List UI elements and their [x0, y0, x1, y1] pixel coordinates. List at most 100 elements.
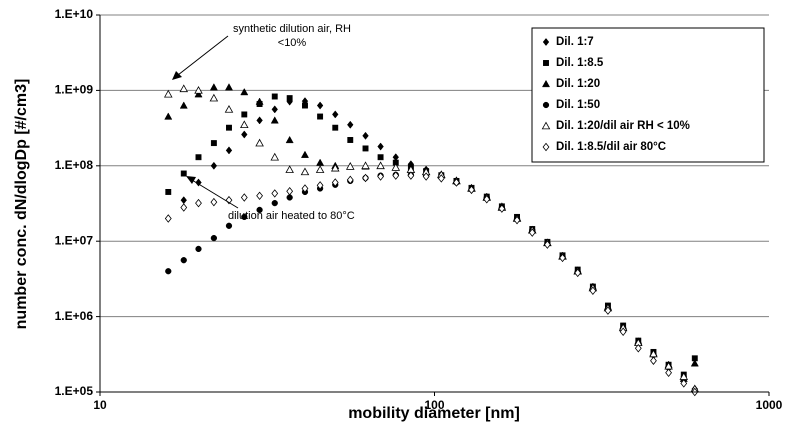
data-point — [271, 105, 278, 114]
data-point — [574, 268, 582, 278]
data-point — [315, 165, 325, 173]
data-point — [271, 93, 278, 100]
data-point — [332, 124, 339, 131]
y-tick-label: 1.E+10 — [55, 7, 94, 21]
legend-marker — [541, 79, 551, 88]
data-point — [300, 167, 310, 176]
data-point — [362, 173, 369, 183]
data-point — [255, 138, 264, 147]
data-point — [528, 228, 536, 237]
data-point — [665, 368, 672, 377]
data-point — [361, 161, 370, 170]
y-tick-label: 1.E+06 — [55, 309, 94, 323]
data-point — [634, 344, 642, 353]
data-point — [316, 101, 324, 110]
data-point — [255, 97, 264, 105]
data-point — [210, 140, 217, 147]
y-axis-title: number conc. dN/dlogDp [#/cm3] — [13, 79, 30, 330]
x-tick-label: 100 — [424, 398, 444, 412]
annotation-text: synthetic dilution air, RH — [233, 23, 351, 35]
data-point — [194, 90, 203, 98]
legend: Dil. 1:7 Dil. 1:8.5 Dil. 1:20 Dil. 1:50 Dil.… — [531, 27, 765, 163]
data-point — [437, 174, 445, 183]
data-point — [391, 163, 401, 171]
data-point — [286, 95, 293, 102]
data-point — [210, 161, 218, 170]
data-point — [330, 163, 340, 172]
data-point — [422, 172, 430, 181]
data-point — [392, 171, 400, 180]
data-point — [483, 195, 491, 204]
x-tick-label: 1000 — [756, 398, 783, 412]
data-point — [453, 178, 460, 187]
data-point — [226, 124, 232, 131]
data-point — [619, 327, 627, 336]
data-point — [285, 165, 294, 173]
data-point — [347, 120, 354, 129]
data-point — [285, 135, 294, 144]
data-point — [301, 184, 309, 193]
data-point — [165, 188, 172, 195]
x-tick-label: 10 — [93, 398, 107, 412]
data-point — [210, 234, 218, 242]
data-point — [589, 286, 597, 296]
legend-marker — [542, 142, 550, 152]
legend-label: Dil. 1:7 — [556, 36, 594, 48]
data-point — [224, 104, 234, 113]
annotation: synthetic dilution air, RH <10% — [172, 23, 351, 80]
data-point — [240, 120, 249, 129]
data-point — [209, 93, 219, 102]
data-point — [240, 87, 249, 96]
annotation-arrowhead — [186, 176, 196, 184]
data-point — [241, 213, 248, 221]
data-point — [165, 268, 172, 275]
data-point — [194, 85, 203, 94]
data-point — [543, 240, 551, 249]
legend-label: Dil. 1:50 — [556, 99, 600, 111]
data-point — [377, 142, 384, 151]
data-point — [331, 178, 339, 187]
annotation-arrow — [191, 179, 239, 209]
data-point — [362, 131, 369, 140]
y-tick-label: 1.E+07 — [55, 233, 94, 247]
data-point — [604, 306, 612, 315]
annotation-arrow — [177, 35, 229, 76]
data-point — [377, 172, 384, 181]
data-point — [286, 186, 294, 196]
data-point — [164, 112, 173, 120]
data-point — [225, 146, 233, 155]
data-point — [225, 222, 233, 229]
annotation-text: <10% — [278, 37, 307, 49]
data-point — [271, 199, 278, 207]
data-point — [332, 110, 339, 119]
data-point — [180, 257, 187, 264]
legend-marker — [542, 37, 550, 47]
data-point — [163, 89, 173, 98]
data-point — [224, 83, 234, 91]
annotation-text: dilution air heated to 80°C — [228, 210, 355, 222]
data-point — [256, 206, 263, 214]
annotation: dilution air heated to 80°C — [186, 176, 355, 222]
x-axis-title: mobility diameter [nm] — [348, 405, 520, 422]
data-point — [468, 185, 475, 195]
legend-label: Dil. 1:20 — [556, 78, 600, 90]
data-point — [650, 356, 657, 365]
data-point — [210, 197, 218, 207]
y-tick-label: 1.E+09 — [55, 83, 94, 97]
data-point — [195, 198, 202, 208]
data-point — [180, 203, 188, 212]
data-point — [407, 171, 415, 180]
data-point — [209, 83, 218, 91]
data-point — [317, 113, 324, 120]
data-point — [513, 215, 521, 225]
data-point — [256, 116, 263, 125]
data-point — [680, 379, 688, 388]
legend-label: Dil. 1:8.5/dil air 80°C — [556, 141, 666, 153]
data-point — [241, 111, 248, 118]
annotation-arrowhead — [172, 71, 182, 80]
legend-label: Dil. 1:20/dil air RH < 10% — [556, 120, 690, 132]
legend-marker — [541, 121, 551, 130]
data-point — [346, 175, 354, 185]
data-point — [345, 162, 355, 170]
